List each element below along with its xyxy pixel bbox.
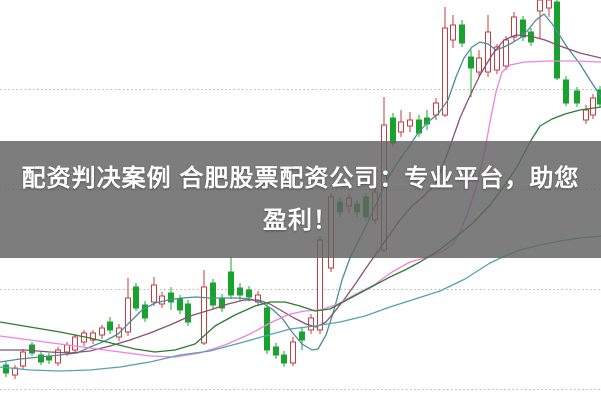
candle-body-up [485, 31, 491, 73]
banner-title-line-2: 盈利！ [263, 206, 338, 234]
candle-body-down [416, 119, 422, 134]
candle-body-up [503, 39, 509, 67]
candle-body-down [554, 1, 560, 79]
candle-body-up [159, 295, 165, 305]
ma-fast-teal-line [0, 13, 601, 363]
candle-body-up [407, 119, 413, 127]
candle-body-up [511, 16, 517, 38]
candle-body-down [597, 89, 601, 105]
candle-body-up [99, 327, 105, 336]
candle-body-up [494, 46, 500, 71]
candle-body-up [201, 286, 207, 344]
candle-body-up [433, 102, 439, 116]
candle-body-down [177, 298, 183, 311]
candle-body-up [442, 27, 448, 116]
candle-body-down [237, 287, 243, 296]
candle-body-down [273, 346, 279, 356]
candle-body-up [546, 0, 552, 9]
candle-body-down [185, 303, 191, 323]
title-overlay: 配资判决案例 合肥股票配资公司：专业平台，助您 盈利！ [0, 141, 601, 258]
ma-pink-line [0, 60, 601, 358]
candle-body-down [107, 321, 113, 331]
candle-body-down [168, 292, 174, 303]
candle-body-down [228, 271, 234, 296]
candle-body-down [281, 354, 287, 364]
candle-body-down [520, 19, 526, 38]
candle-body-up [398, 121, 404, 133]
candle-body-down [574, 90, 580, 104]
candle-body-up [590, 97, 596, 116]
banner-title-line-1: 配资判决案例 合肥股票配资公司：专业平台，助您 [21, 164, 580, 192]
candle-body-down [299, 331, 305, 341]
candle-body-down [468, 56, 474, 69]
candle-body-up [537, 0, 543, 12]
candle-body-down [210, 282, 216, 306]
candle-body-up [55, 349, 61, 364]
candle-body-up [64, 344, 70, 353]
candle-body-down [459, 24, 465, 44]
candle-body-down [264, 307, 270, 351]
candle-body-up [72, 336, 78, 351]
candle-body-up [583, 109, 589, 121]
candle-body-up [308, 317, 314, 331]
candle-body-down [38, 354, 44, 363]
candle-body-down [133, 286, 139, 309]
candle-body-down [29, 344, 35, 354]
candle-body-up [125, 297, 131, 333]
candle-body-down [3, 364, 9, 374]
candle-body-down [390, 117, 396, 144]
candle-body-up [90, 332, 96, 341]
candle-body-up [450, 24, 456, 41]
candle-body-up [151, 284, 157, 303]
candle-body-up [290, 341, 296, 364]
candle-body-up [476, 57, 482, 73]
candle-body-down [246, 289, 252, 298]
candle-body-down [563, 79, 569, 104]
candle-body-down [142, 304, 148, 319]
